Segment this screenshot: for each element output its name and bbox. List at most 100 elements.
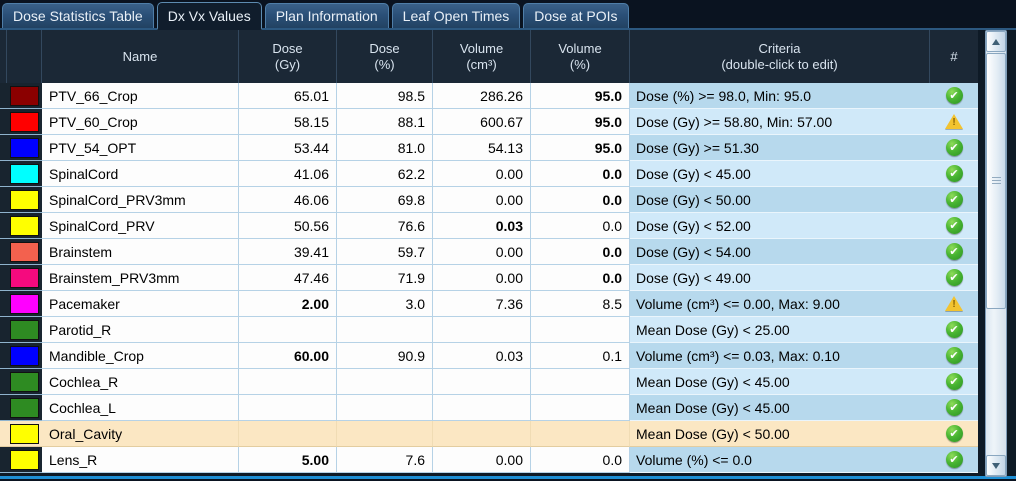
table-row[interactable]: Lens_R 5.00 7.6 0.00 0.0 Volume (%) <= 0… <box>0 447 978 473</box>
dose-gy-cell[interactable] <box>239 317 337 343</box>
criteria-cell[interactable]: Dose (Gy) < 45.00 <box>630 161 930 187</box>
roi-name-cell[interactable]: Brainstem <box>42 239 239 265</box>
tab-dx-vx-values[interactable]: Dx Vx Values <box>156 2 262 30</box>
volume-pct-cell[interactable]: 0.0 <box>531 213 630 239</box>
roi-name-cell[interactable]: SpinalCord <box>42 161 239 187</box>
table-row[interactable]: PTV_54_OPT 53.44 81.0 54.13 95.0 Dose (G… <box>0 135 978 161</box>
criteria-cell[interactable]: Volume (cm³) <= 0.03, Max: 0.10 <box>630 343 930 369</box>
roi-color-cell[interactable] <box>7 187 42 213</box>
vertical-scrollbar[interactable] <box>985 30 1007 477</box>
criteria-cell[interactable]: Dose (Gy) < 50.00 <box>630 187 930 213</box>
criteria-cell[interactable]: Volume (%) <= 0.0 <box>630 447 930 473</box>
dose-gy-cell[interactable]: 5.00 <box>239 447 337 473</box>
tab-leaf-open-times[interactable]: Leaf Open Times <box>391 3 521 28</box>
table-row[interactable]: Parotid_R Mean Dose (Gy) < 25.00 <box>0 317 978 343</box>
tab-dose-at-pois[interactable]: Dose at POIs <box>523 3 629 28</box>
criteria-cell[interactable]: Mean Dose (Gy) < 25.00 <box>630 317 930 343</box>
volume-cm3-cell[interactable]: 600.67 <box>433 109 531 135</box>
volume-pct-cell[interactable]: 95.0 <box>531 109 630 135</box>
volume-cm3-cell[interactable]: 0.00 <box>433 265 531 291</box>
volume-pct-cell[interactable]: 0.1 <box>531 343 630 369</box>
volume-cm3-cell[interactable]: 54.13 <box>433 135 531 161</box>
criteria-cell[interactable]: Dose (Gy) < 54.00 <box>630 239 930 265</box>
roi-color-cell[interactable] <box>7 395 42 421</box>
roi-name-cell[interactable]: Pacemaker <box>42 291 239 317</box>
volume-cm3-cell[interactable]: 0.00 <box>433 187 531 213</box>
header-criteria[interactable]: Criteria (double-click to edit) <box>630 30 930 83</box>
volume-cm3-cell[interactable]: 0.03 <box>433 343 531 369</box>
criteria-cell[interactable]: Dose (Gy) < 49.00 <box>630 265 930 291</box>
roi-name-cell[interactable]: Mandible_Crop <box>42 343 239 369</box>
roi-color-cell[interactable] <box>7 83 42 109</box>
dose-pct-cell[interactable]: 59.7 <box>337 239 433 265</box>
roi-color-cell[interactable] <box>7 213 42 239</box>
dose-pct-cell[interactable]: 71.9 <box>337 265 433 291</box>
roi-name-cell[interactable]: PTV_66_Crop <box>42 83 239 109</box>
table-row[interactable]: Brainstem 39.41 59.7 0.00 0.0 Dose (Gy) … <box>0 239 978 265</box>
volume-cm3-cell[interactable] <box>433 421 531 447</box>
tab-plan-information[interactable]: Plan Information <box>264 3 389 28</box>
scrollbar-down-button[interactable] <box>986 455 1006 476</box>
header-status[interactable]: # <box>950 48 958 64</box>
dose-gy-cell[interactable] <box>239 421 337 447</box>
volume-cm3-cell[interactable]: 0.03 <box>433 213 531 239</box>
header-dose-pct[interactable]: Dose (%) <box>337 30 433 83</box>
scrollbar-thumb[interactable] <box>986 53 1006 309</box>
criteria-cell[interactable]: Mean Dose (Gy) < 45.00 <box>630 395 930 421</box>
header-dose-gy[interactable]: Dose (Gy) <box>239 30 337 83</box>
table-row[interactable]: PTV_66_Crop 65.01 98.5 286.26 95.0 Dose … <box>0 83 978 109</box>
dose-gy-cell[interactable]: 65.01 <box>239 83 337 109</box>
roi-name-cell[interactable]: Lens_R <box>42 447 239 473</box>
criteria-cell[interactable]: Dose (%) >= 98.0, Min: 95.0 <box>630 83 930 109</box>
volume-pct-cell[interactable] <box>531 369 630 395</box>
roi-color-cell[interactable] <box>7 369 42 395</box>
roi-name-cell[interactable]: PTV_60_Crop <box>42 109 239 135</box>
table-row[interactable]: PTV_60_Crop 58.15 88.1 600.67 95.0 Dose … <box>0 109 978 135</box>
tab-dose-statistics-table[interactable]: Dose Statistics Table <box>2 3 154 28</box>
dose-gy-cell[interactable]: 47.46 <box>239 265 337 291</box>
dose-pct-cell[interactable]: 76.6 <box>337 213 433 239</box>
table-row[interactable]: Cochlea_L Mean Dose (Gy) < 45.00 <box>0 395 978 421</box>
volume-cm3-cell[interactable]: 0.00 <box>433 161 531 187</box>
dose-gy-cell[interactable]: 50.56 <box>239 213 337 239</box>
criteria-cell[interactable]: Dose (Gy) >= 51.30 <box>630 135 930 161</box>
roi-color-cell[interactable] <box>7 421 42 447</box>
volume-cm3-cell[interactable] <box>433 369 531 395</box>
dose-gy-cell[interactable]: 41.06 <box>239 161 337 187</box>
volume-cm3-cell[interactable] <box>433 395 531 421</box>
roi-name-cell[interactable]: SpinalCord_PRV3mm <box>42 187 239 213</box>
dose-pct-cell[interactable]: 98.5 <box>337 83 433 109</box>
scrollbar-up-button[interactable] <box>986 31 1006 52</box>
dose-pct-cell[interactable]: 7.6 <box>337 447 433 473</box>
volume-cm3-cell[interactable]: 286.26 <box>433 83 531 109</box>
dose-gy-cell[interactable] <box>239 395 337 421</box>
roi-name-cell[interactable]: PTV_54_OPT <box>42 135 239 161</box>
dose-pct-cell[interactable] <box>337 395 433 421</box>
dose-pct-cell[interactable] <box>337 317 433 343</box>
volume-pct-cell[interactable] <box>531 317 630 343</box>
table-row[interactable]: SpinalCord 41.06 62.2 0.00 0.0 Dose (Gy)… <box>0 161 978 187</box>
dose-pct-cell[interactable]: 88.1 <box>337 109 433 135</box>
table-row[interactable]: Oral_Cavity Mean Dose (Gy) < 50.00 <box>0 421 978 447</box>
roi-color-cell[interactable] <box>7 135 42 161</box>
table-row[interactable]: SpinalCord_PRV 50.56 76.6 0.03 0.0 Dose … <box>0 213 978 239</box>
volume-pct-cell[interactable] <box>531 395 630 421</box>
dose-pct-cell[interactable]: 90.9 <box>337 343 433 369</box>
dose-pct-cell[interactable]: 69.8 <box>337 187 433 213</box>
roi-name-cell[interactable]: SpinalCord_PRV <box>42 213 239 239</box>
criteria-cell[interactable]: Mean Dose (Gy) < 45.00 <box>630 369 930 395</box>
dose-pct-cell[interactable]: 3.0 <box>337 291 433 317</box>
dose-gy-cell[interactable]: 2.00 <box>239 291 337 317</box>
roi-name-cell[interactable]: Parotid_R <box>42 317 239 343</box>
dose-pct-cell[interactable]: 62.2 <box>337 161 433 187</box>
dose-gy-cell[interactable]: 39.41 <box>239 239 337 265</box>
dose-gy-cell[interactable]: 46.06 <box>239 187 337 213</box>
volume-pct-cell[interactable]: 0.0 <box>531 447 630 473</box>
criteria-cell[interactable]: Volume (cm³) <= 0.00, Max: 9.00 <box>630 291 930 317</box>
table-row[interactable]: Mandible_Crop 60.00 90.9 0.03 0.1 Volume… <box>0 343 978 369</box>
dose-pct-cell[interactable]: 81.0 <box>337 135 433 161</box>
header-volume-pct[interactable]: Volume (%) <box>531 30 630 83</box>
criteria-cell[interactable]: Dose (Gy) >= 58.80, Min: 57.00 <box>630 109 930 135</box>
volume-pct-cell[interactable]: 0.0 <box>531 161 630 187</box>
volume-cm3-cell[interactable]: 7.36 <box>433 291 531 317</box>
